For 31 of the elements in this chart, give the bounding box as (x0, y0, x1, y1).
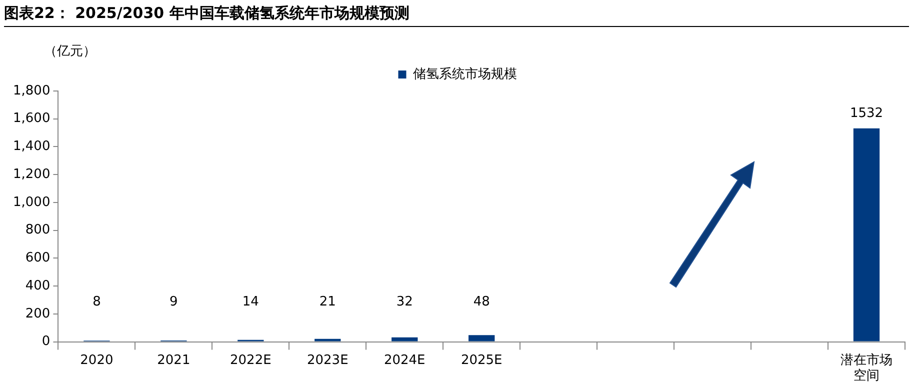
y-tick-label: 1,400 (13, 139, 50, 154)
y-tick-label: 1,600 (13, 111, 50, 126)
y-tick-label: 1,200 (13, 166, 50, 182)
bar (314, 338, 341, 342)
data-label: 8 (92, 294, 101, 310)
bar (468, 335, 495, 342)
bar (392, 337, 418, 342)
y-tick-label: 600 (25, 250, 50, 266)
x-tick-label: 2025E (460, 352, 502, 368)
x-tick-label: 2022E (230, 352, 272, 368)
data-label: 32 (396, 294, 413, 310)
y-tick-label: 800 (25, 222, 50, 238)
x-tick-label: 2020 (80, 352, 114, 368)
y-axis-title: （亿元） (44, 43, 96, 60)
data-label: 1532 (850, 106, 884, 122)
x-tick-label: 2024E (384, 352, 426, 368)
data-label: 48 (473, 294, 490, 310)
bar (853, 128, 880, 342)
x-tick-label: 2023E (306, 352, 348, 368)
data-label: 14 (242, 294, 259, 310)
data-label: 21 (319, 294, 336, 310)
y-tick-label: 0 (42, 334, 50, 350)
y-tick-label: 200 (25, 306, 50, 322)
legend-label: 储氢系统市场规模 (412, 66, 517, 82)
x-tick-label: 2021 (157, 352, 190, 368)
y-tick-label: 400 (25, 278, 50, 294)
y-tick-label: 1,000 (13, 194, 50, 210)
data-label: 9 (170, 294, 178, 310)
chart-title: 图表22： 2025/2030 年中国车载储氢系统年市场规模预测 (4, 4, 909, 27)
x-tick-label: 潜在市场空间 (840, 352, 893, 384)
y-tick-label: 1,800 (13, 83, 50, 98)
